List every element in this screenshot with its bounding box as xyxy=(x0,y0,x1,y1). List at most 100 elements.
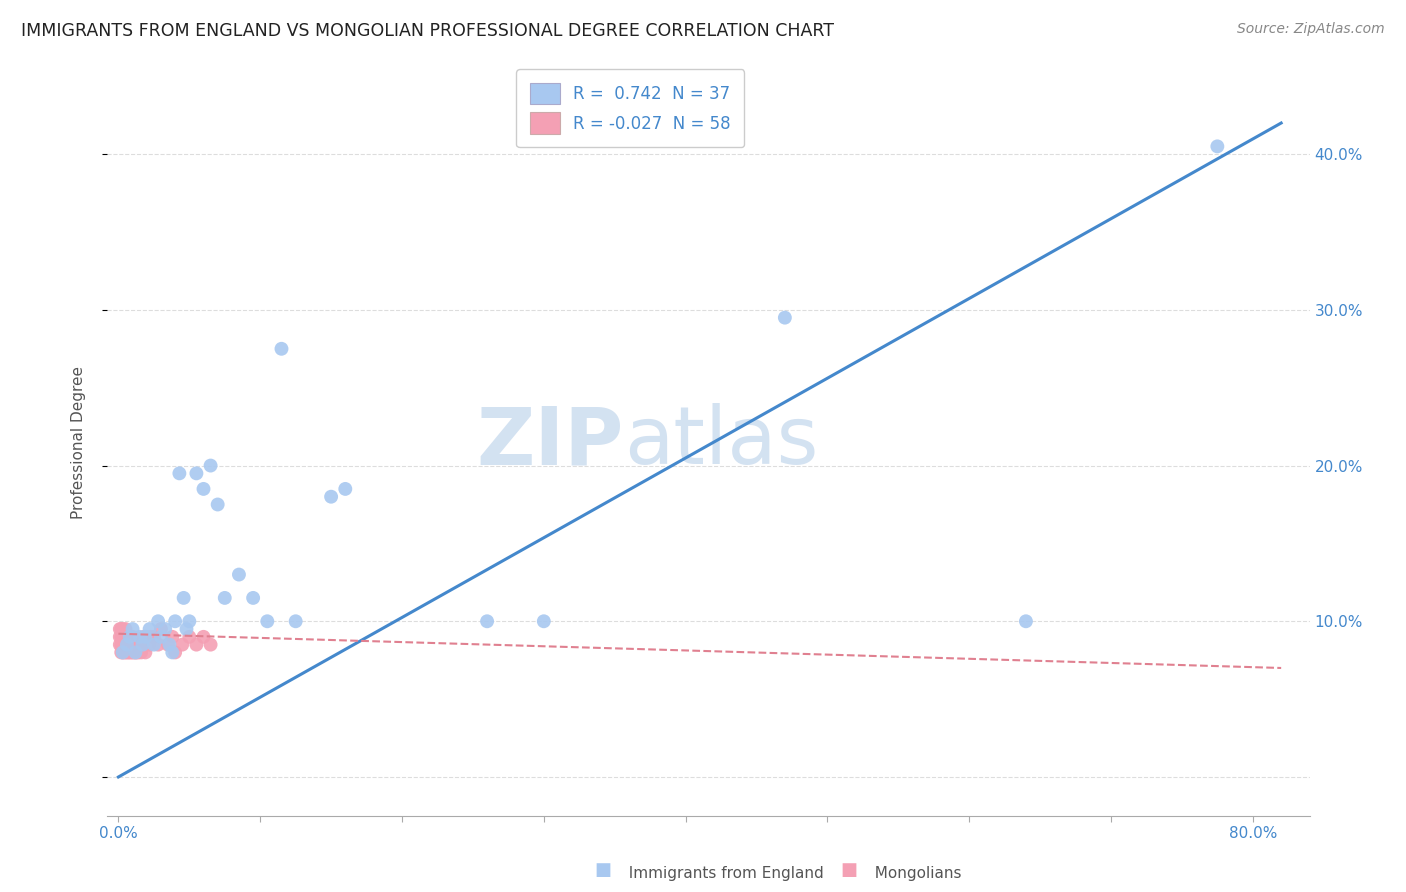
Point xyxy=(124,645,146,659)
Text: ZIP: ZIP xyxy=(477,403,624,481)
Point xyxy=(111,638,134,652)
Text: ■: ■ xyxy=(841,861,858,879)
Point xyxy=(173,591,195,605)
Point xyxy=(111,645,134,659)
Point xyxy=(124,638,146,652)
Point xyxy=(132,630,155,644)
Point xyxy=(179,614,201,628)
Point xyxy=(142,638,165,652)
Point xyxy=(193,482,215,496)
Point xyxy=(228,567,250,582)
Point xyxy=(131,638,153,652)
Point xyxy=(120,645,142,659)
Point xyxy=(114,630,136,644)
Point xyxy=(134,630,156,644)
Point xyxy=(127,645,149,659)
Point xyxy=(115,638,138,652)
Point xyxy=(157,638,180,652)
Point xyxy=(335,482,357,496)
Point xyxy=(1015,614,1038,628)
Point xyxy=(114,622,136,636)
Point xyxy=(121,622,143,636)
Point xyxy=(118,645,141,659)
Point xyxy=(112,645,135,659)
Point xyxy=(118,630,141,644)
Point xyxy=(110,645,132,659)
Point xyxy=(122,638,145,652)
Point xyxy=(117,645,139,659)
Point xyxy=(125,645,148,659)
Point xyxy=(128,638,150,652)
Point xyxy=(193,630,215,644)
Point xyxy=(110,630,132,644)
Point xyxy=(142,630,165,644)
Point xyxy=(207,498,229,512)
Point xyxy=(242,591,264,605)
Point xyxy=(146,638,169,652)
Point xyxy=(162,630,184,644)
Point xyxy=(146,614,169,628)
Point xyxy=(200,458,222,473)
Text: Source: ZipAtlas.com: Source: ZipAtlas.com xyxy=(1237,22,1385,37)
Point xyxy=(118,638,141,652)
Text: IMMIGRANTS FROM ENGLAND VS MONGOLIAN PROFESSIONAL DEGREE CORRELATION CHART: IMMIGRANTS FROM ENGLAND VS MONGOLIAN PRO… xyxy=(21,22,834,40)
Point xyxy=(169,467,191,481)
Point xyxy=(110,638,132,652)
Text: ■: ■ xyxy=(595,861,612,879)
Point xyxy=(773,310,796,325)
Point xyxy=(125,638,148,652)
Point xyxy=(117,638,139,652)
Point xyxy=(131,638,153,652)
Point xyxy=(112,630,135,644)
Point xyxy=(122,645,145,659)
Point xyxy=(179,630,201,644)
Point xyxy=(162,645,184,659)
Point xyxy=(110,622,132,636)
Point xyxy=(115,645,138,659)
Text: Mongolians: Mongolians xyxy=(865,866,962,881)
Point xyxy=(114,638,136,652)
Point xyxy=(111,630,134,644)
Point xyxy=(134,645,156,659)
Point xyxy=(149,622,172,636)
Point xyxy=(108,622,131,636)
Point xyxy=(186,638,208,652)
Point xyxy=(118,630,141,644)
Point xyxy=(139,630,162,644)
Point xyxy=(270,342,292,356)
Point xyxy=(159,638,181,652)
Point xyxy=(120,638,142,652)
Point xyxy=(115,638,138,652)
Point xyxy=(108,638,131,652)
Point xyxy=(115,630,138,644)
Point xyxy=(121,630,143,644)
Point xyxy=(121,645,143,659)
Point xyxy=(121,638,143,652)
Point xyxy=(172,638,194,652)
Point xyxy=(117,630,139,644)
Point xyxy=(135,630,157,644)
Text: atlas: atlas xyxy=(624,403,818,481)
Point xyxy=(138,622,160,636)
Point xyxy=(284,614,307,628)
Point xyxy=(111,622,134,636)
Point xyxy=(128,630,150,644)
Point xyxy=(108,630,131,644)
Y-axis label: Professional Degree: Professional Degree xyxy=(72,366,86,519)
Point xyxy=(321,490,343,504)
Point xyxy=(165,645,187,659)
Point xyxy=(1206,139,1229,153)
Point xyxy=(138,638,160,652)
Point xyxy=(165,614,187,628)
Point xyxy=(176,622,198,636)
Point xyxy=(533,614,555,628)
Point xyxy=(155,622,177,636)
Point xyxy=(111,645,134,659)
Point xyxy=(124,645,146,659)
Text: Immigrants from England: Immigrants from England xyxy=(619,866,824,881)
Legend: R =  0.742  N = 37, R = -0.027  N = 58: R = 0.742 N = 37, R = -0.027 N = 58 xyxy=(516,70,744,147)
Point xyxy=(214,591,236,605)
Point xyxy=(112,638,135,652)
Point xyxy=(114,645,136,659)
Point xyxy=(149,630,172,644)
